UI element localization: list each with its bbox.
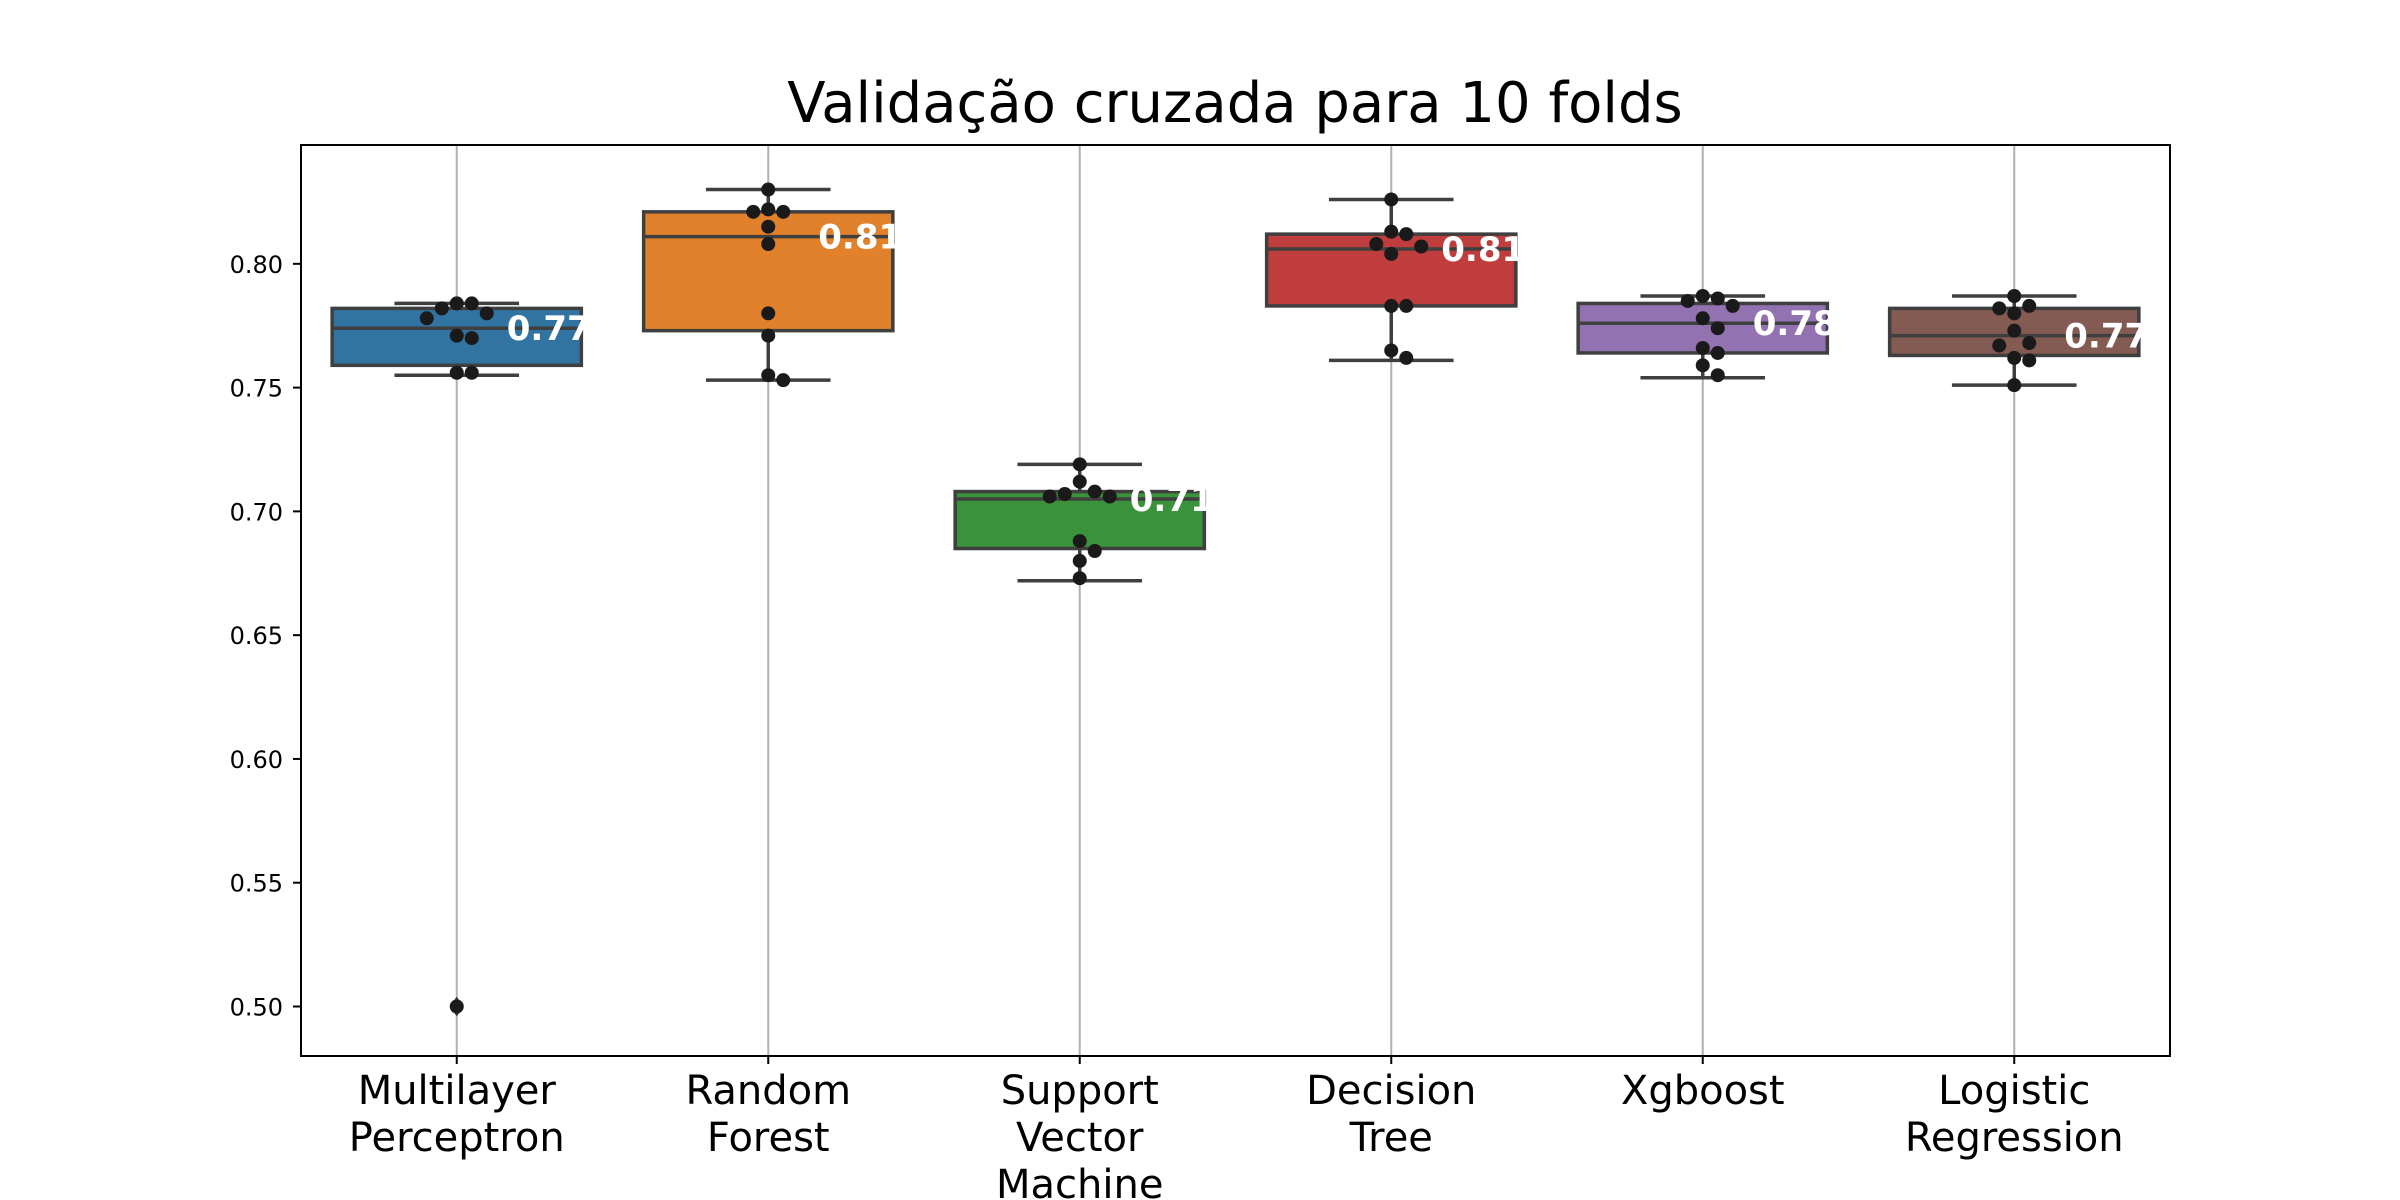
data-point: [2022, 353, 2037, 368]
x-tick-label: Tree: [1349, 1115, 1433, 1161]
data-point: [1087, 543, 1102, 558]
x-tick-label: Vector: [1016, 1115, 1144, 1161]
data-point: [746, 204, 761, 219]
data-point: [2007, 306, 2022, 321]
data-point: [2007, 323, 2022, 338]
data-point: [464, 365, 479, 380]
data-point: [1710, 368, 1725, 383]
y-tick-label: 0.60: [230, 746, 283, 774]
x-tick-label: Xgboost: [1621, 1068, 1785, 1114]
y-tick-label: 0.50: [230, 993, 283, 1021]
median-value-label: 0.77: [507, 309, 591, 349]
data-point: [776, 204, 791, 219]
data-point: [1695, 358, 1710, 373]
x-tick-label: Decision: [1306, 1068, 1476, 1114]
data-point: [1072, 474, 1087, 489]
data-point: [434, 301, 449, 316]
data-point: [1725, 298, 1740, 313]
median-value-label: 0.81: [818, 218, 902, 258]
data-point: [1384, 192, 1399, 207]
y-tick-label: 0.80: [230, 251, 283, 279]
data-point: [1695, 289, 1710, 304]
data-point: [1384, 343, 1399, 358]
data-point: [1710, 345, 1725, 360]
data-point: [449, 999, 464, 1014]
data-point: [761, 182, 776, 197]
data-point: [479, 306, 494, 321]
data-point: [1072, 571, 1087, 586]
data-point: [761, 368, 776, 383]
data-point: [1710, 291, 1725, 306]
x-tick-label: Logistic: [1938, 1068, 2090, 1114]
data-point: [464, 296, 479, 311]
data-point: [1399, 227, 1414, 242]
data-point: [1042, 489, 1057, 504]
median-value-label: 0.81: [1441, 230, 1525, 270]
x-tick-label: Machine: [996, 1162, 1163, 1200]
data-point: [1072, 553, 1087, 568]
boxes: [330, 187, 2141, 1017]
data-point: [1384, 246, 1399, 261]
data-point: [2007, 378, 2022, 393]
y-tick-label: 0.70: [230, 498, 283, 526]
y-tick-label: 0.65: [230, 622, 283, 650]
data-point: [1992, 338, 2007, 353]
x-tick-label: Multilayer: [358, 1068, 557, 1114]
data-point: [2022, 298, 2037, 313]
data-point: [2007, 289, 2022, 304]
x-tick-label: Perceptron: [349, 1115, 565, 1161]
median-labels: 0.77 0.81 0.71 0.81 0.78 0.77: [507, 218, 2148, 520]
data-point: [761, 202, 776, 217]
data-point: [761, 237, 776, 252]
y-axis: 0.50 0.55 0.60 0.65 0.70 0.75 0.80: [230, 251, 301, 1021]
data-point: [1087, 484, 1102, 499]
data-point: [2007, 350, 2022, 365]
data-point: [1369, 237, 1384, 252]
data-point: [1072, 534, 1087, 549]
x-tick-label: Random: [685, 1068, 851, 1114]
data-point: [1992, 301, 2007, 316]
data-point: [761, 219, 776, 234]
data-point: [449, 328, 464, 343]
swarm-points: [419, 182, 2037, 1014]
data-point: [761, 328, 776, 343]
x-tick-label: Regression: [1905, 1115, 2124, 1161]
x-tick-label: Forest: [707, 1115, 830, 1161]
data-point: [1680, 293, 1695, 308]
y-tick-label: 0.55: [230, 870, 283, 898]
data-point: [2022, 336, 2037, 351]
plot-frame: [300, 144, 2171, 1057]
median-value-label: 0.78: [1753, 304, 1837, 344]
data-point: [1695, 311, 1710, 326]
data-point: [1399, 298, 1414, 313]
data-point: [1399, 350, 1414, 365]
y-tick-label: 0.75: [230, 375, 283, 403]
median-value-label: 0.71: [1130, 480, 1214, 520]
x-tick-label: Support: [1001, 1068, 1159, 1114]
data-point: [449, 365, 464, 380]
data-point: [1072, 457, 1087, 472]
median-value-label: 0.77: [2064, 317, 2148, 357]
box: [1264, 232, 1518, 308]
data-point: [761, 306, 776, 321]
data-point: [1710, 321, 1725, 336]
data-point: [464, 331, 479, 346]
data-point: [449, 296, 464, 311]
data-point: [1102, 489, 1117, 504]
data-point: [776, 373, 791, 388]
data-point: [1414, 239, 1429, 254]
data-point: [419, 311, 434, 326]
data-point: [1695, 340, 1710, 355]
data-point: [1384, 224, 1399, 239]
data-point: [1384, 298, 1399, 313]
data-point: [1057, 487, 1072, 502]
chart-title: Validação cruzada para 10 folds: [787, 71, 1682, 136]
